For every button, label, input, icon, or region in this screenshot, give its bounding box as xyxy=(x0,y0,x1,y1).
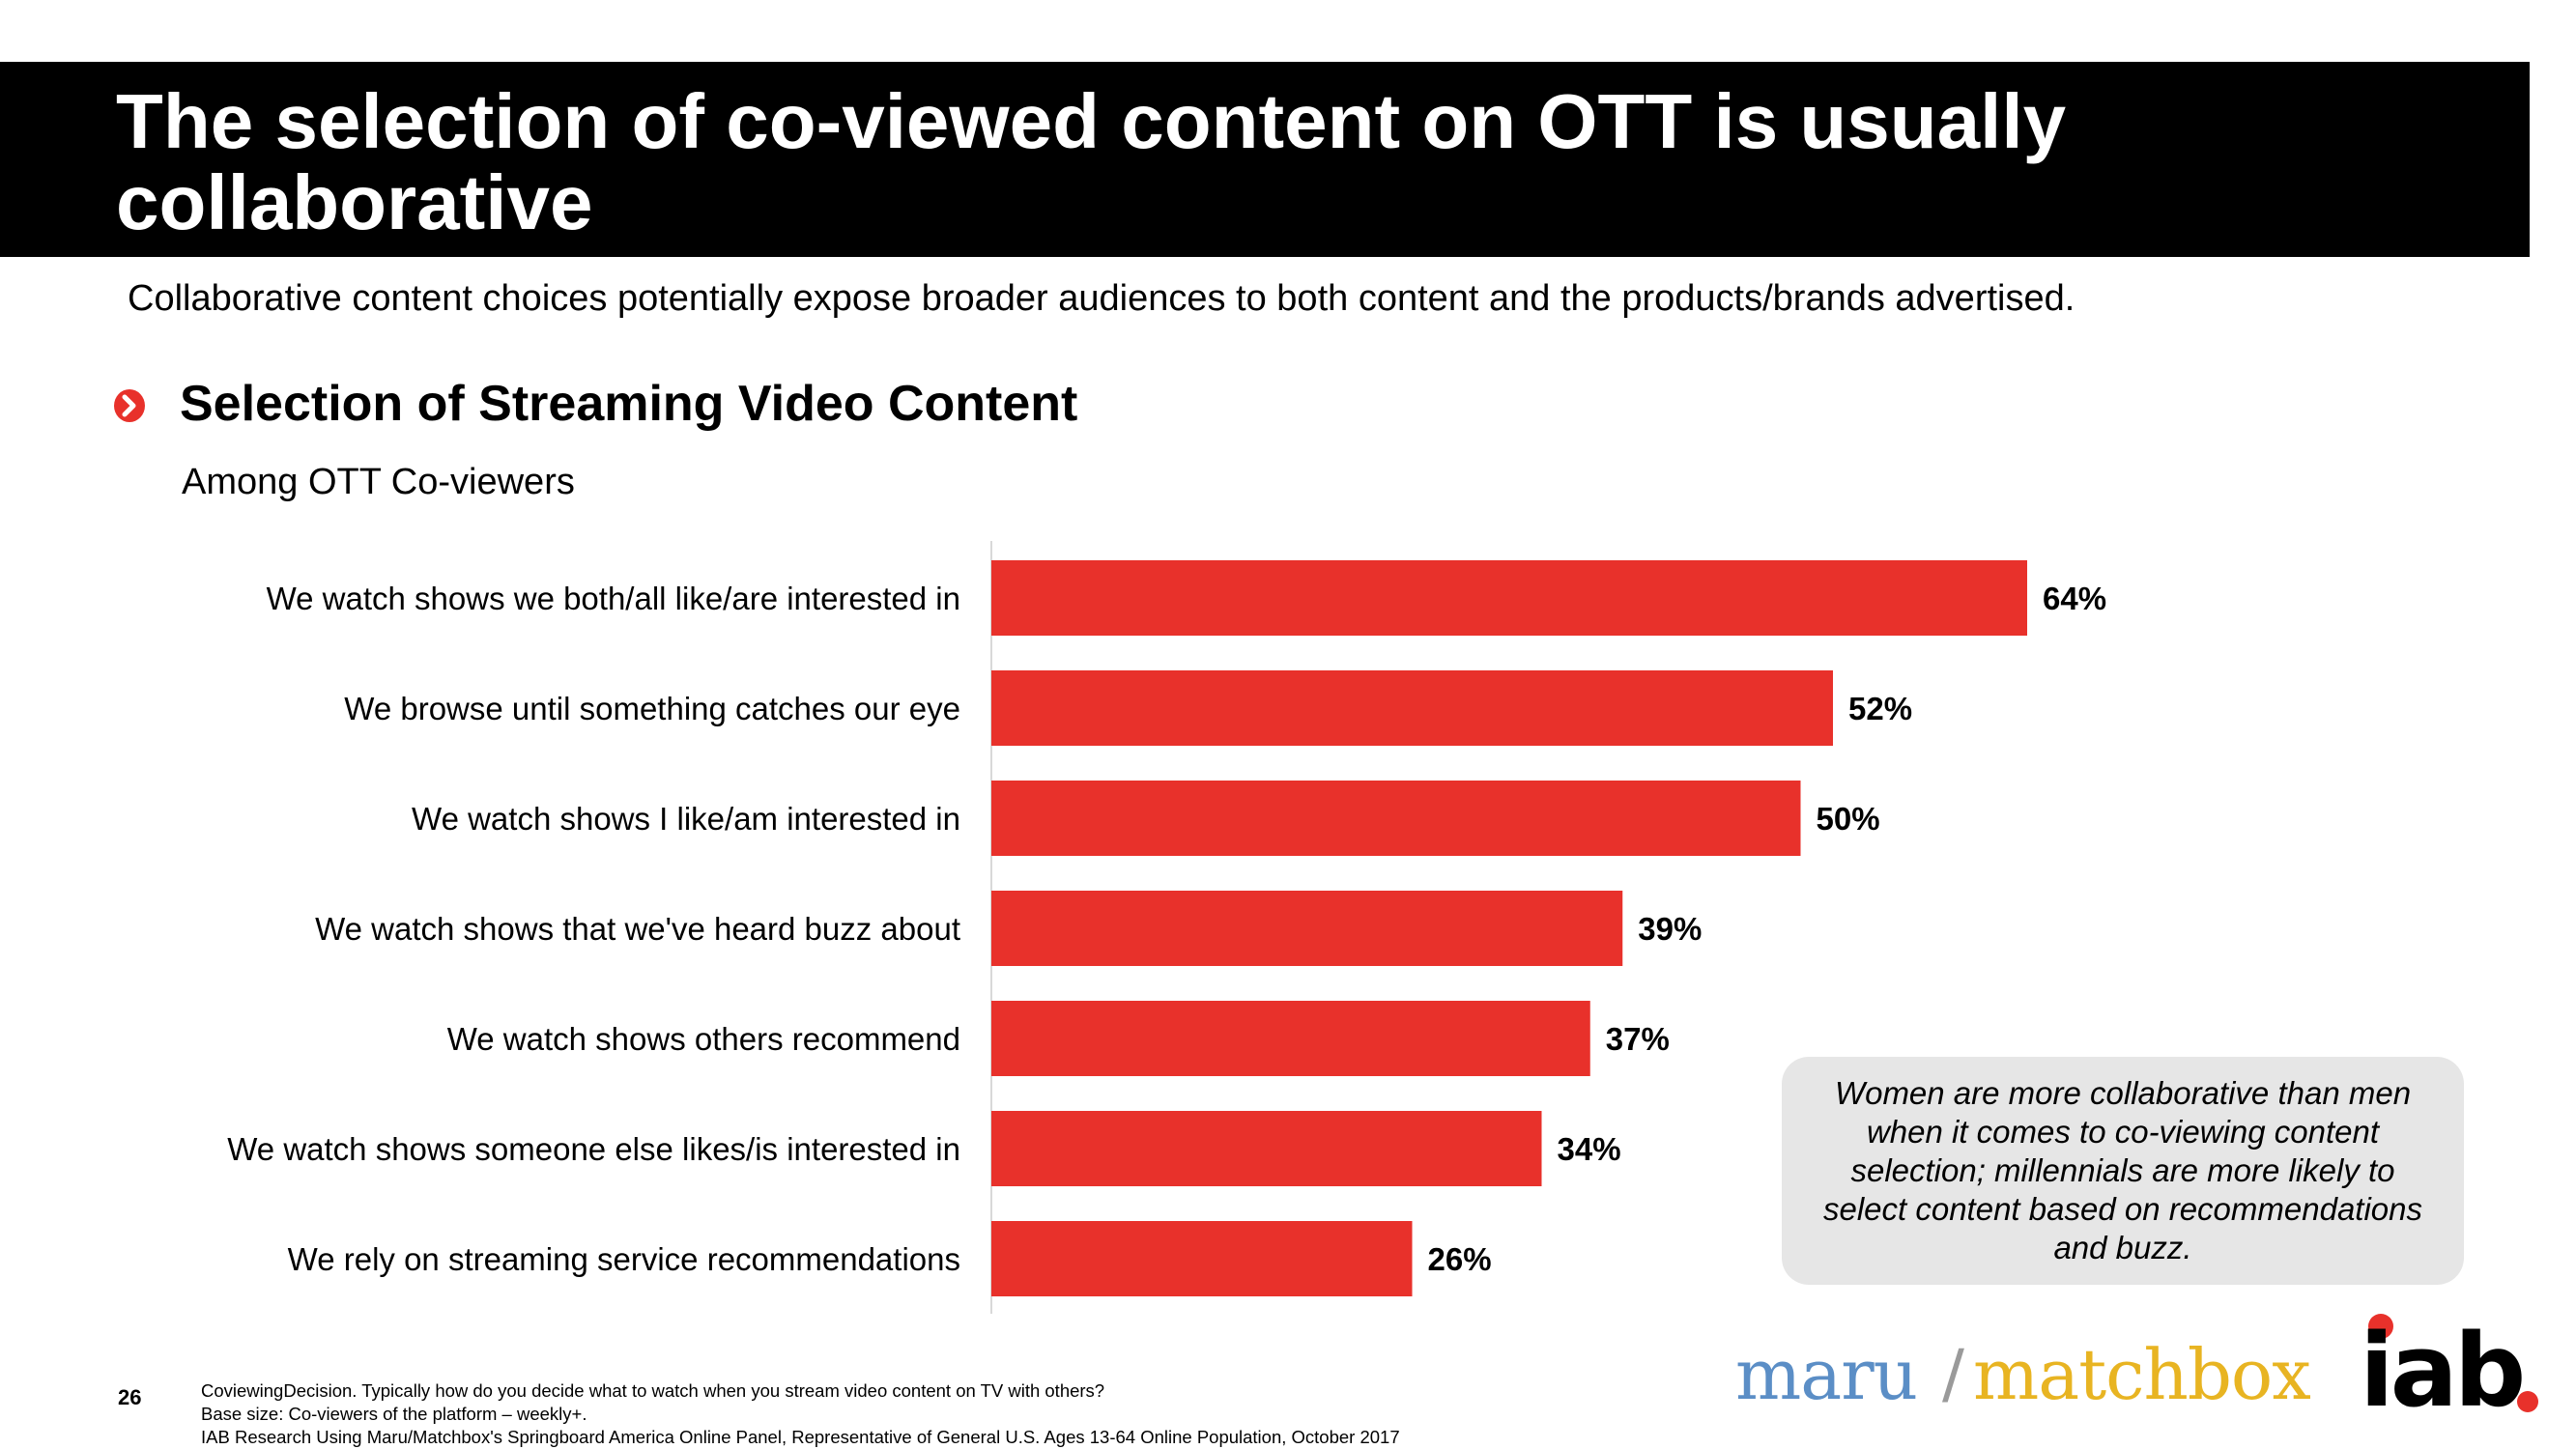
data-label: 52% xyxy=(1848,691,1912,726)
footnote-base: Base size: Co-viewers of the platform – … xyxy=(201,1404,587,1424)
iab-logo: iab xyxy=(2360,1312,2538,1429)
section-subtitle: Among OTT Co-viewers xyxy=(182,462,575,502)
category-label: We watch shows others recommend xyxy=(447,1021,960,1057)
category-label: We watch shows we both/all like/are inte… xyxy=(267,581,960,616)
bar xyxy=(991,1221,1413,1296)
data-label: 37% xyxy=(1606,1021,1670,1057)
bar-chart: We watch shows we both/all like/are inte… xyxy=(227,541,2106,1314)
bar xyxy=(991,1111,1542,1186)
title-bar: The selection of co-viewed content on OT… xyxy=(0,62,2530,257)
footnote: CoviewingDecision. Typically how do you … xyxy=(201,1379,1400,1449)
matchbox-logo: matchbox xyxy=(1973,1334,2311,1415)
section-title: Selection of Streaming Video Content xyxy=(180,376,1078,432)
callout-text: Women are more collaborative than men wh… xyxy=(1822,1075,2423,1265)
data-label: 50% xyxy=(1817,801,1880,837)
bar xyxy=(991,560,2027,636)
chevron-right-icon xyxy=(114,389,145,422)
data-label: 34% xyxy=(1558,1131,1621,1167)
bar xyxy=(991,670,1833,746)
category-label: We watch shows that we've heard buzz abo… xyxy=(315,911,960,947)
page-number: 26 xyxy=(118,1385,142,1409)
category-label: We browse until something catches our ey… xyxy=(344,691,960,726)
bar xyxy=(991,781,1801,856)
footnote-question: CoviewingDecision. Typically how do you … xyxy=(201,1380,1105,1401)
bar xyxy=(991,1001,1590,1076)
logo-group: maru / matchbox iab xyxy=(1735,1309,2547,1435)
footnote-source: IAB Research Using Maru/Matchbox's Sprin… xyxy=(201,1427,1400,1447)
page-title: The selection of co-viewed content on OT… xyxy=(116,78,2067,245)
category-label: We watch shows someone else likes/is int… xyxy=(227,1131,960,1167)
bar xyxy=(991,891,1623,966)
logo-slash: / xyxy=(1942,1336,1964,1412)
page-subtitle: Collaborative content choices potentiall… xyxy=(128,278,2075,319)
maru-logo: maru xyxy=(1735,1334,1918,1415)
category-label: We watch shows I like/am interested in xyxy=(412,801,960,837)
callout-box: Women are more collaborative than men wh… xyxy=(1782,1057,2464,1285)
data-label: 39% xyxy=(1638,911,1702,947)
svg-text:iab: iab xyxy=(2360,1312,2522,1429)
data-label: 64% xyxy=(2043,581,2106,616)
category-label: We rely on streaming service recommendat… xyxy=(288,1241,960,1277)
data-label: 26% xyxy=(1428,1241,1492,1277)
